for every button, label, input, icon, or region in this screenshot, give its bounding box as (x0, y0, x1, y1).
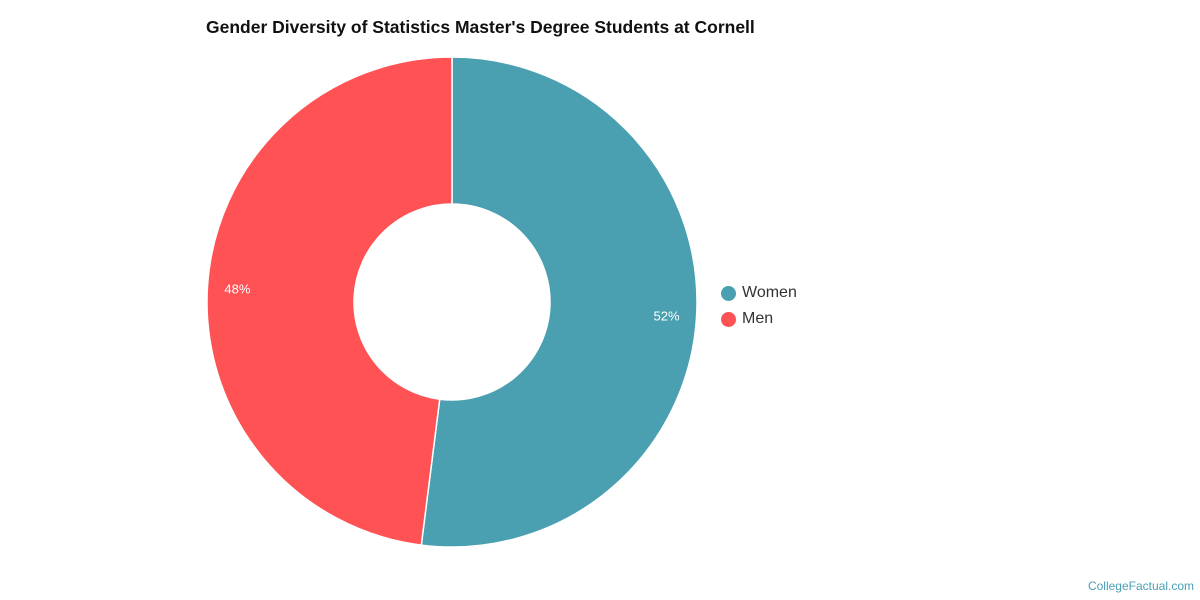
slice-label-men: 48% (224, 282, 250, 297)
legend-item-men[interactable]: Men (721, 306, 797, 332)
donut-slices (206, 56, 698, 548)
legend-label: Men (742, 310, 774, 327)
legend-item-women[interactable]: Women (721, 280, 797, 306)
slice-men[interactable] (206, 56, 453, 546)
slice-label-women: 52% (654, 308, 680, 323)
legend: Women Men (721, 280, 797, 332)
men-swatch-icon (721, 311, 736, 327)
slice-labels: 52% 48% (224, 282, 680, 324)
source-credit-link[interactable]: CollegeFactual.com (1087, 579, 1194, 593)
chart-title: Gender Diversity of Statistics Master's … (206, 17, 755, 37)
women-swatch-icon (721, 285, 736, 301)
slice-women[interactable] (420, 56, 698, 548)
legend-label: Women (742, 284, 797, 301)
